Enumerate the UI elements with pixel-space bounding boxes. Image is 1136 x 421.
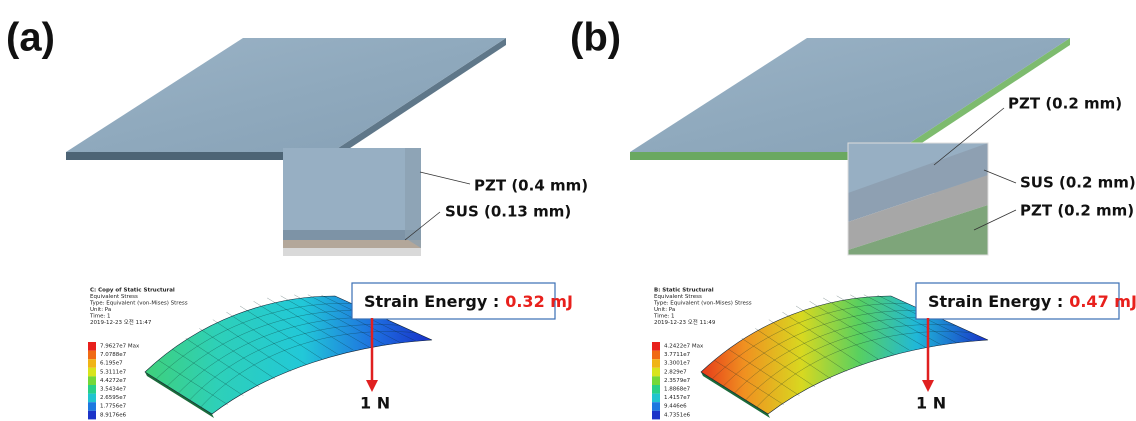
panel-label: (b)	[570, 16, 621, 60]
legend-value: 1.8868e7	[664, 387, 691, 393]
legend-value: 6.195e7	[100, 361, 123, 367]
inset-sus	[283, 240, 421, 248]
panel: (a) PZT (0.4 mm) SUS (0.13 mm) C: Copy of S…	[6, 16, 588, 420]
legend-swatch	[652, 368, 660, 377]
legend-value: 9.446e6	[664, 404, 687, 410]
legend-value: 1.4157e7	[664, 395, 691, 401]
strain-energy: Strain Energy : 0.32 mJ	[364, 292, 573, 311]
force-arrowhead	[366, 380, 378, 392]
legend-swatch	[88, 359, 96, 368]
legend-value: 2.829e7	[664, 369, 687, 375]
legend-swatch	[652, 342, 660, 351]
legend-swatch	[88, 376, 96, 385]
legend-value: 4.2422e7 Max	[664, 344, 704, 350]
layer-label: SUS (0.2 mm)	[1020, 174, 1136, 192]
force-arrowhead	[922, 380, 934, 392]
panel-label: (a)	[6, 16, 55, 60]
inset-pzt	[283, 230, 421, 240]
legend-swatch	[652, 411, 660, 420]
legend-swatch	[652, 376, 660, 385]
layer-label: PZT (0.2 mm)	[1008, 95, 1122, 113]
legend-swatch	[652, 402, 660, 411]
inset-side	[405, 148, 421, 248]
legend-swatch	[88, 394, 96, 403]
legend-swatch	[652, 351, 660, 360]
legend-title: Time: 1	[653, 314, 675, 320]
legend-swatch	[652, 385, 660, 394]
legend-swatch	[88, 342, 96, 351]
inset-top	[283, 148, 421, 230]
legend-title: Time: 1	[89, 314, 111, 320]
layer-label: PZT (0.4 mm)	[474, 177, 588, 195]
force-label: 1 N	[360, 394, 390, 413]
legend-title: Equivalent Stress	[654, 294, 702, 300]
strain-energy-label: Strain Energy :	[364, 292, 499, 311]
legend-title: B: Static Structural	[654, 288, 714, 294]
legend-value: 2.6595e7	[100, 395, 127, 401]
legend-swatch	[652, 359, 660, 368]
legend-title: 2019-12-23 오전 11:49	[654, 318, 716, 326]
strain-energy-value: 0.47 mJ	[1069, 292, 1136, 311]
figure: (a) PZT (0.4 mm) SUS (0.13 mm) C: Copy of S…	[0, 0, 1136, 421]
legend-value: 2.3579e7	[664, 378, 691, 384]
strain-energy-label: Strain Energy :	[928, 292, 1063, 311]
legend-swatch	[88, 351, 96, 360]
legend-value: 7.9627e7 Max	[100, 344, 140, 350]
leader	[420, 172, 470, 184]
legend-value: 4.4272e7	[100, 378, 127, 384]
legend-value: 7.0788e7	[100, 352, 127, 358]
layer-label: SUS (0.13 mm)	[445, 203, 571, 221]
legend-value: 3.7711e7	[664, 352, 691, 358]
inset-fade	[283, 248, 421, 256]
legend-title: Type: Equivalent (von-Mises) Stress	[89, 301, 188, 307]
legend-swatch	[88, 402, 96, 411]
legend-swatch	[88, 368, 96, 377]
legend-swatch	[88, 411, 96, 420]
layer-label: PZT (0.2 mm)	[1020, 202, 1134, 220]
legend-title: Unit: Pa	[654, 307, 675, 313]
strain-energy-value: 0.32 mJ	[505, 292, 573, 311]
legend-title: Equivalent Stress	[90, 294, 138, 300]
legend-value: 1.7756e7	[100, 404, 127, 410]
leader	[984, 170, 1016, 183]
legend-value: 3.3001e7	[664, 361, 691, 367]
legend-value: 3.5434e7	[100, 387, 127, 393]
plate-top	[66, 38, 506, 152]
panel: (b) PZT (0.2 mm) SUS (0.2 mm) PZT (0.2 mm) B…	[570, 16, 1136, 420]
legend-value: 8.9176e6	[100, 412, 127, 418]
legend-title: Unit: Pa	[90, 307, 111, 313]
legend-swatch	[88, 385, 96, 394]
strain-energy: Strain Energy : 0.47 mJ	[928, 292, 1136, 311]
legend-title: 2019-12-23 오전 11:47	[90, 318, 152, 326]
legend-swatch	[652, 394, 660, 403]
legend-value: 4.7351e6	[664, 412, 691, 418]
plate-top	[630, 38, 1070, 152]
legend-value: 5.3111e7	[100, 369, 127, 375]
force-label: 1 N	[916, 394, 946, 413]
legend-title: Type: Equivalent (von-Mises) Stress	[653, 301, 752, 307]
legend-title: C: Copy of Static Structural	[90, 288, 175, 294]
